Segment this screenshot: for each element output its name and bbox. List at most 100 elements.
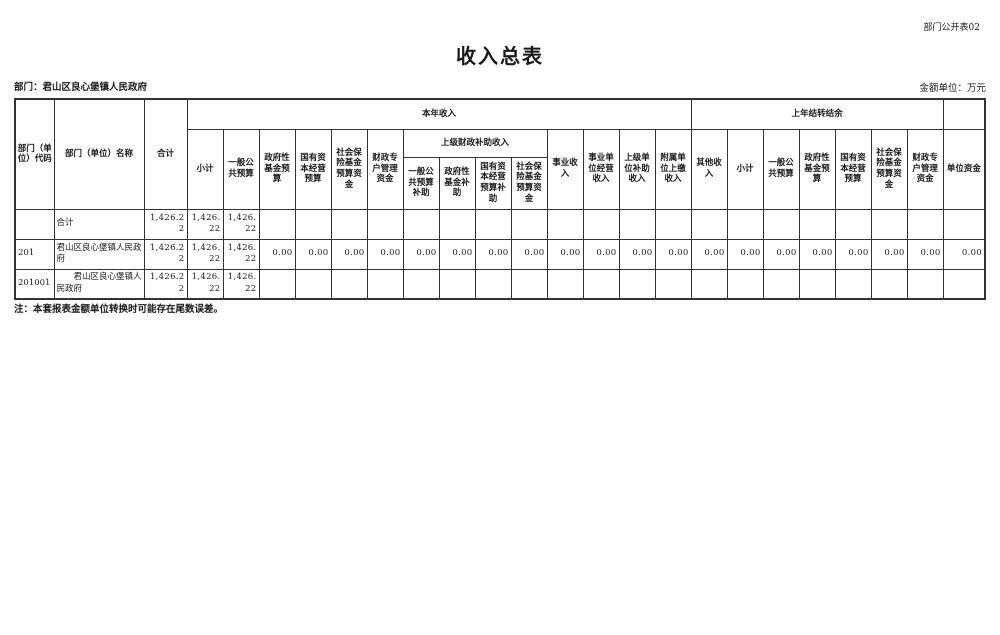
cell-value — [402, 208, 440, 240]
cell-value — [438, 208, 476, 240]
cell-value — [690, 208, 728, 240]
cell-value — [942, 268, 986, 300]
department-label: 部门：君山区良心堡镇人民政府 — [14, 82, 148, 93]
col-header-subsidy-state-capital: 国有资本经营预算补助 — [474, 156, 512, 210]
cell-value — [870, 268, 908, 300]
col-header-cy-social-insurance-fund: 社会保险基金预算资金 — [330, 128, 368, 210]
cell-dept-name: 君山区良心堡镇人民政府 — [53, 268, 145, 300]
cell-value — [258, 268, 296, 300]
cell-value — [546, 208, 584, 240]
cell-value — [510, 208, 548, 240]
cell-value: 0.00 — [870, 238, 908, 270]
amount-unit-label: 金额单位：万元 — [919, 83, 986, 94]
cell-value — [294, 268, 332, 300]
col-header-co-state-capital-budget: 国有资本经营预算 — [834, 128, 872, 210]
cell-value: 0.00 — [726, 238, 764, 270]
col-header-cy-business-operating-income: 事业单位经营收入 — [582, 128, 620, 210]
cell-value — [762, 208, 800, 240]
cell-grand-total: 1,426.22 — [143, 208, 188, 240]
col-header-co-subtotal: 小计 — [726, 128, 764, 210]
cell-value: 0.00 — [546, 238, 584, 270]
cell-value: 0.00 — [402, 238, 440, 270]
cell-value: 0.00 — [690, 238, 728, 270]
cell-value — [942, 208, 986, 240]
cell-value — [618, 208, 656, 240]
cell-value: 0.00 — [366, 238, 404, 270]
cell-value: 0.00 — [798, 238, 836, 270]
table-header: 部门（单位）代码 部门（单位）名称 合计 本年收入 上年结转结余 小计 一般公共… — [14, 98, 986, 210]
cell-value: 0.00 — [330, 238, 368, 270]
cell-value: 0.00 — [834, 238, 872, 270]
cell-value — [258, 208, 296, 240]
cell-value — [726, 268, 764, 300]
cell-value — [762, 268, 800, 300]
group-header-current-year-income: 本年收入 — [186, 98, 692, 130]
cell-value — [870, 208, 908, 240]
col-header-subsidy-social-insurance: 社会保险基金预算资金 — [510, 156, 548, 210]
col-header-cy-subtotal: 小计 — [186, 128, 224, 210]
cell-value — [330, 268, 368, 300]
cell-value — [906, 208, 944, 240]
cell-value: 0.00 — [438, 238, 476, 270]
cell-value: 1,426.22 — [222, 238, 260, 270]
cell-dept-code: 201 — [14, 238, 55, 270]
col-header-cy-gov-fund-budget: 政府性基金预算 — [258, 128, 296, 210]
header-row-subsidy-columns: 一般公共预算补助 政府性基金补助 国有资本经营预算补助 社会保险基金预算资金 — [15, 156, 985, 210]
cell-dept-name: 君山区良心堡镇人民政府 — [53, 238, 145, 270]
cell-value: 1,426.22 — [222, 208, 260, 240]
table-row: 合计 1,426.22 1,426.22 1,426.22 — [14, 208, 986, 240]
cell-value — [798, 208, 836, 240]
cell-dept-code: 201001 — [14, 268, 55, 300]
cell-value — [690, 268, 728, 300]
col-header-cy-superior-unit-subsidy: 上级单位补助收入 — [618, 128, 656, 210]
col-header-co-unit-funds: 单位资金 — [942, 128, 986, 210]
cell-value — [330, 208, 368, 240]
col-header-dept-code: 部门（单位）代码 — [14, 98, 55, 210]
cell-value — [546, 268, 584, 300]
cell-value: 1,426.22 — [222, 268, 260, 300]
cell-value — [366, 208, 404, 240]
header-row-groups: 部门（单位）代码 部门（单位）名称 合计 本年收入 上年结转结余 — [14, 98, 985, 210]
income-summary-table: 部门（单位）代码 部门（单位）名称 合计 本年收入 上年结转结余 小计 一般公共… — [14, 98, 986, 300]
cell-value — [582, 208, 620, 240]
cell-value — [582, 268, 620, 300]
cell-value: 1,426.22 — [186, 268, 224, 300]
col-header-co-general-budget: 一般公共预算 — [762, 128, 800, 210]
cell-value — [798, 268, 836, 300]
cell-value: 0.00 — [474, 238, 512, 270]
col-header-cy-fiscal-account-funds: 财政专户管理资金 — [366, 128, 404, 210]
header-row-columns: 小计 一般公共预算 政府性基金预算 国有资本经营预算 社会保险基金预算资金 财政… — [15, 128, 986, 210]
cell-value: 0.00 — [906, 238, 944, 270]
cell-value — [474, 208, 512, 240]
cell-value — [366, 268, 404, 300]
cell-value — [438, 268, 476, 300]
cell-grand-total: 1,426.22 — [143, 238, 188, 270]
cell-value — [294, 208, 332, 240]
group-header-carryover: 上年结转结余 — [690, 98, 944, 130]
cell-value: 0.00 — [258, 238, 296, 270]
table-row: 201 君山区良心堡镇人民政府 1,426.22 1,426.22 1,426.22 0.… — [14, 238, 986, 270]
col-header-co-fiscal-account-funds: 财政专户管理资金 — [906, 128, 944, 210]
cell-value — [834, 268, 872, 300]
cell-value: 0.00 — [762, 238, 800, 270]
page-title: 收入总表 — [456, 44, 544, 68]
col-header-co-gov-fund-budget: 政府性基金预算 — [798, 128, 836, 210]
cell-value: 1,426.22 — [186, 238, 224, 270]
cell-value: 0.00 — [510, 238, 548, 270]
cell-grand-total: 1,426.22 — [143, 268, 188, 300]
doc-code-label: 部门公开表02 — [923, 23, 980, 33]
col-header-cy-other-income: 其他收入 — [690, 128, 728, 210]
cell-value: 0.00 — [582, 238, 620, 270]
col-header-subsidy-gov-fund: 政府性基金补助 — [438, 156, 476, 210]
cell-value — [654, 208, 692, 240]
cell-value — [834, 208, 872, 240]
col-header-cy-subordinate-unit-remit: 附属单位上缴收入 — [654, 128, 692, 210]
col-header-co-social-insurance-fund: 社会保险基金预算资金 — [870, 128, 908, 210]
cell-dept-code — [14, 208, 55, 240]
col-header-grand-total: 合计 — [143, 98, 188, 210]
cell-value — [510, 268, 548, 300]
footnote: 注：本套报表金额单位转换时可能存在尾数误差。 — [14, 304, 224, 315]
table-row: 201001 君山区良心堡镇人民政府 1,426.22 1,426.22 1,426.… — [14, 268, 986, 300]
cell-value — [618, 268, 656, 300]
